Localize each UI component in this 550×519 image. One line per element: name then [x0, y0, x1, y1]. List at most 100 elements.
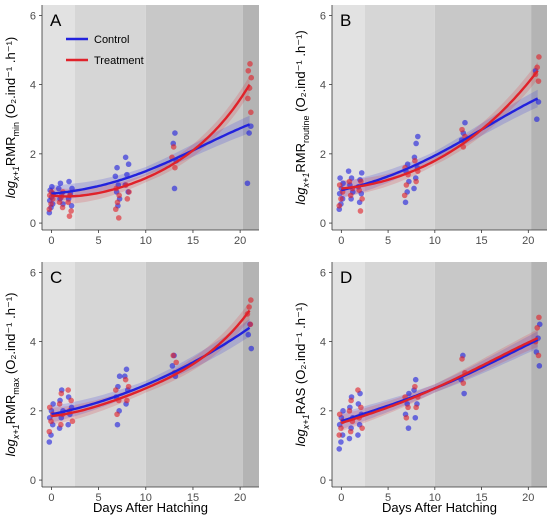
panel-d-x-tick-label: 0 [338, 492, 344, 504]
panel-c-treatment-point [248, 297, 254, 303]
panel-a-x-tick-label: 10 [140, 235, 152, 247]
panel-c-treatment-point [246, 304, 252, 310]
panel-a-y-axis-title: logx+1RMRmin (O₂.ind⁻¹ .h⁻¹) [3, 37, 21, 198]
panel-b-stage-band-4 [531, 5, 547, 230]
panel-c-treatment-point [125, 383, 132, 390]
panel-d-treatment-point [336, 411, 343, 418]
panel-c-x-tick-label: 5 [96, 492, 102, 504]
panel-c-treatment-point [48, 418, 54, 425]
panel-a-x-tick-label: 20 [234, 235, 246, 247]
panel-c-treatment-fit-line [51, 309, 251, 418]
panel-a-control-point [55, 185, 62, 192]
panel-c-treatment-point [112, 387, 119, 393]
panel-d-stage-band-4 [531, 262, 547, 487]
panel-d-treatment-point [359, 425, 365, 431]
panel-c-control-point [50, 401, 56, 407]
panel-b-treatment-point [459, 126, 465, 133]
panel-b-x-tick-label: 20 [522, 235, 534, 247]
panel-c-control-point [248, 345, 255, 352]
panel-b-control-point [345, 168, 352, 174]
panel-a-treatment-point [66, 213, 73, 219]
panel-c-y-tick-label: 0 [30, 475, 36, 487]
panel-b-y-axis-title-text: logx+1RMRroutine (O₂.ind⁻¹ .h⁻¹) [293, 30, 311, 205]
panel-d-treatment-point [348, 397, 354, 404]
panel-a-stage-band-4 [242, 5, 259, 230]
panel-d-stage-band-3 [434, 262, 532, 487]
panel-d-control-point [536, 363, 543, 369]
panel-b-treatment-point [412, 157, 418, 164]
panel-c-y-tick-label: 2 [30, 406, 36, 418]
panel-a-treatment-point [59, 204, 66, 211]
panel-c-treatment-point [46, 428, 53, 435]
panel-d-treatment-point [412, 383, 418, 390]
panel-b-y-axis-title: logx+1RMRroutine (O₂.ind⁻¹ .h⁻¹) [293, 30, 311, 205]
panel-d-control-point [355, 432, 361, 438]
panel-a-x-tick-label: 5 [96, 235, 102, 247]
panel-b-control-point [411, 185, 417, 192]
panel-d-treatment-point [460, 380, 467, 386]
panel-c-control-confidence-band [51, 319, 250, 423]
panel-c-x-tick-label: 0 [48, 492, 54, 504]
panel-b-treatment-point [534, 64, 541, 71]
panel-a-x-tick-label: 0 [48, 235, 54, 247]
panel-c-treatment-point [65, 387, 71, 393]
panel-d-control-point [405, 425, 412, 431]
panel-c-treatment-point [58, 390, 65, 397]
panel-b-control-point [415, 133, 421, 140]
panel-d-treatment-point [358, 404, 364, 411]
panel-a-stage-band-2 [75, 5, 146, 230]
panel-d-treatment-point [535, 352, 542, 359]
panel-b-treatment-point [535, 78, 542, 84]
panel-c-stage-band-4 [242, 262, 259, 487]
panel-b-control-point [535, 99, 542, 105]
panel-d-y-axis-title-text: logx+1RAS (O₂.ind⁻¹ .h⁻¹) [293, 302, 311, 446]
panel-a-plot-area: 0 2 4 6 0 5 10 15 20 [30, 5, 259, 247]
legend-treatment-label: Treatment [94, 55, 144, 67]
panel-b-treatment-point [357, 208, 364, 214]
panel-a-y-tick-label: 6 [30, 10, 36, 22]
panel-a-treatment-point [114, 199, 121, 206]
panel-a-treatment-point [116, 192, 122, 199]
panel-d-y-axis-title: logx+1RAS (O₂.ind⁻¹ .h⁻¹) [293, 302, 311, 446]
panel-b-control-point [413, 140, 419, 147]
panel-d-treatment-point [346, 408, 353, 414]
panel-d-control-point [412, 376, 419, 383]
panel-d-treatment-point [403, 414, 410, 421]
panel-c-control-point [116, 373, 123, 380]
panel-b-x-tick-label: 15 [475, 235, 487, 247]
panel-a-control-point [114, 164, 120, 171]
panel-c-stage-band-3 [145, 262, 243, 487]
panel-b-treatment-point [359, 196, 365, 202]
panel-d-control-point [406, 390, 412, 397]
panel-d-x-axis-title: Days After Hatching [382, 500, 497, 515]
panel-c-treatment-point [122, 376, 129, 383]
panel-c-control-point [65, 421, 71, 428]
panel-d-letter: D [340, 268, 352, 287]
panel-c-treatment-point [69, 418, 76, 425]
panel-a-treatment-point [248, 109, 254, 116]
panel-c-control-point [46, 439, 53, 445]
panel-c-letter: C [50, 268, 62, 287]
panel-b-treatment-fit-line [341, 70, 539, 190]
panel-a-treatment-point [46, 206, 53, 213]
panel-c-treatment-point [68, 397, 74, 404]
panel-d-stage-band-1 [332, 262, 365, 487]
panel-b-treatment-point [346, 178, 353, 185]
panel-a-control-point [171, 185, 178, 192]
panel-a-treatment-point [48, 201, 54, 207]
panel-a-control-point [112, 173, 119, 180]
panel-c-x-tick-label: 20 [234, 492, 246, 504]
panel-d-treatment-point [536, 314, 542, 321]
panel-c-treatment-point [247, 321, 254, 328]
panel-d-plot-area: 0 2 4 6 0 5 10 15 20 [320, 262, 547, 504]
panel-b-treatment-point [356, 187, 363, 193]
panel-d: 0 2 4 6 0 5 10 15 20 D logx+1RAS (O₂.ind⁻¹ .h⁻¹) [293, 262, 547, 504]
panel-a-treatment-point [248, 74, 255, 81]
panel-a-control-point [125, 161, 132, 168]
panel-c-treatment-point [170, 352, 177, 359]
panel-b-control-point [358, 170, 365, 176]
panel-d-treatment-point [355, 387, 361, 393]
panel-d-x-tick-label: 10 [429, 492, 441, 504]
panel-a-treatment-point [247, 61, 253, 67]
panel-c-y-axis-title: logx+1RMRmax (O₂.ind⁻¹ .h⁻¹) [3, 293, 21, 457]
